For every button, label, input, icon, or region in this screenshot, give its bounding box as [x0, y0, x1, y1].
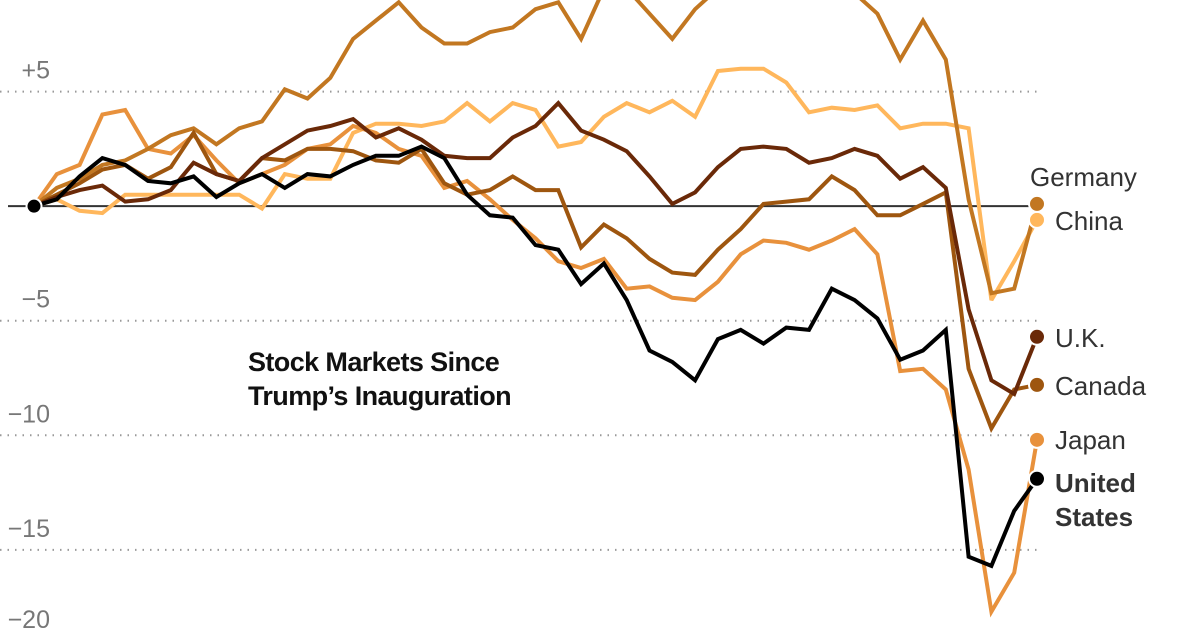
end-dot-japan	[1028, 430, 1046, 449]
series-line-canada	[33, 129, 1038, 434]
y-tick-label: +5	[21, 57, 50, 85]
y-tick-label: −10	[8, 400, 50, 428]
series-label-united-states: United	[1055, 468, 1136, 498]
series-label-united-states: States	[1055, 502, 1133, 532]
series-line-united-states	[33, 144, 1039, 569]
chart-title-line-2: Trump’s Inauguration	[248, 381, 511, 411]
series-end-dots	[25, 194, 1046, 488]
series-label-germany: Germany	[1030, 162, 1137, 192]
series-line-china	[33, 66, 1039, 302]
series-line-germany	[32, 0, 1039, 296]
end-dot-u-k	[1028, 327, 1046, 346]
series-label-japan: Japan	[1055, 425, 1126, 455]
gridlines	[0, 90, 1042, 551]
end-dot-germany	[1028, 194, 1046, 213]
series-label-canada: Canada	[1055, 371, 1147, 401]
series-line-japan	[32, 107, 1039, 618]
series-labels: China Japan Germany Canada U.K. United States	[1030, 162, 1147, 532]
y-tick-label: −15	[8, 515, 50, 543]
y-tick-label: −20	[8, 606, 50, 630]
end-dot-united-states	[1028, 469, 1046, 488]
end-dot-canada	[1028, 375, 1046, 394]
series-label-china: China	[1055, 206, 1123, 236]
series-lines	[32, 0, 1039, 618]
series-line-u-k	[33, 100, 1039, 397]
y-tick-label: −5	[21, 286, 50, 314]
start-dot	[25, 197, 43, 215]
y-axis-tick-labels: +5 −5 −10 −15 −20	[8, 57, 50, 630]
chart-title: Stock Markets Since Trump’s Inauguration	[248, 347, 512, 411]
chart-title-line-1: Stock Markets Since	[248, 347, 500, 377]
series-label-u-k: U.K.	[1055, 323, 1106, 353]
end-dot-china	[1028, 210, 1046, 229]
